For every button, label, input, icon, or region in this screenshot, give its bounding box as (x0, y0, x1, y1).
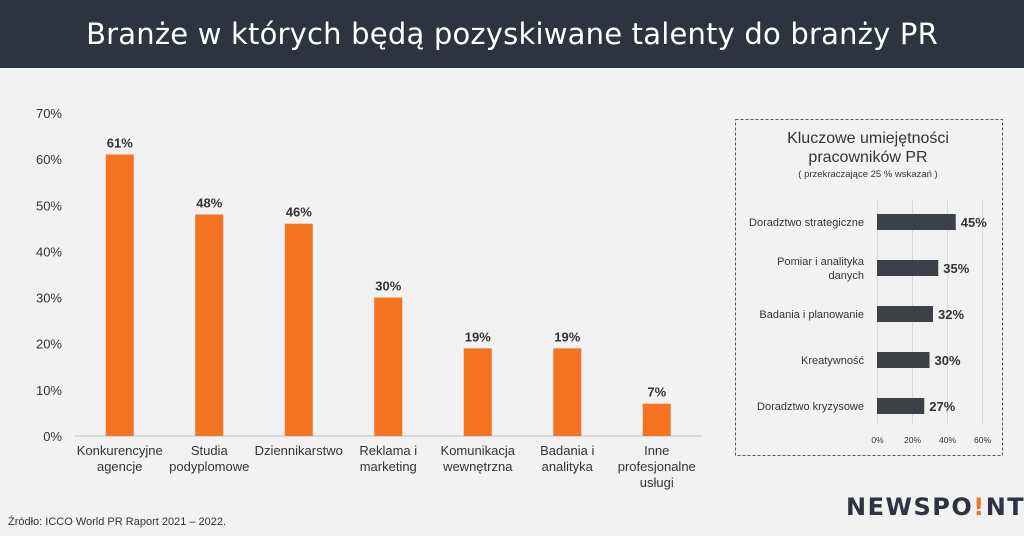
source-note: Źródło: ICCO World PR Raport 2021 – 2022… (8, 516, 227, 528)
inset-bar (877, 306, 933, 322)
inset-bar-value-label: 30% (935, 353, 961, 368)
newspoint-logo: NEWSPO!NT (846, 493, 1024, 521)
inset-bar (877, 214, 956, 230)
inset-category-label: Doradztwo kryzysowe (757, 401, 864, 413)
inset-title: pracowników PR (808, 149, 927, 166)
bar (105, 154, 134, 436)
x-category-label: usługi (640, 475, 674, 490)
x-category-label: Komunikacja (441, 443, 516, 458)
inset-frame (735, 119, 1003, 456)
inset-subtitle: ( przekraczające 25 % wskazań ) (798, 169, 937, 180)
logo-text-left: NEWSPO (846, 493, 974, 521)
bar-value-label: 19% (554, 329, 580, 344)
inset-x-tick-label: 0% (871, 435, 884, 445)
x-category-label: Badania i (540, 443, 594, 458)
y-tick-label: 30% (36, 291, 62, 306)
x-category-label: Konkurencyjne (77, 443, 163, 458)
inset-bar-value-label: 27% (929, 399, 955, 414)
inset-bar (877, 260, 939, 276)
x-category-label: podyplomowe (169, 459, 249, 474)
bar (463, 348, 492, 436)
x-category-label: Reklama i (359, 443, 417, 458)
y-tick-label: 20% (36, 337, 62, 352)
inset-bar-value-label: 45% (961, 215, 987, 230)
bar (284, 223, 313, 436)
inset-category-label: Kreatywność (801, 355, 864, 367)
y-tick-label: 10% (36, 383, 62, 398)
inset-category-label: Pomiar i analityka (777, 256, 865, 268)
inset-x-tick-label: 40% (939, 435, 956, 445)
page-title: Branże w których będą pozyskiwane talent… (86, 17, 938, 51)
y-tick-label: 0% (43, 429, 62, 444)
x-category-label: wewnętrzna (442, 459, 513, 474)
x-category-label: Inne (644, 443, 669, 458)
bar-value-label: 61% (107, 136, 133, 151)
y-tick-label: 50% (36, 198, 62, 213)
inset-bar-value-label: 32% (938, 307, 964, 322)
x-category-label: Dziennikarstwo (255, 443, 343, 458)
bar-value-label: 46% (286, 205, 312, 220)
inset-title: Kluczowe umiejętności (787, 130, 949, 147)
inset-x-tick-label: 60% (974, 435, 991, 445)
bar (374, 297, 403, 436)
logo-dot: ! (973, 493, 986, 521)
logo-text-right: NT (985, 493, 1024, 521)
x-category-label: Studia (191, 443, 229, 458)
bar-value-label: 19% (465, 329, 491, 344)
bar-value-label: 30% (375, 279, 401, 294)
header-bar: Branże w których będą pozyskiwane talent… (0, 0, 1024, 68)
inset-bar (877, 352, 930, 368)
inset-bar (877, 398, 925, 414)
bar (195, 214, 224, 436)
inset-category-label: Doradztwo strategiczne (749, 217, 864, 229)
inset-x-tick-label: 20% (904, 435, 921, 445)
y-tick-label: 40% (36, 244, 62, 259)
x-category-label: analityka (542, 459, 594, 474)
bar (642, 403, 671, 436)
bar-value-label: 48% (196, 196, 222, 211)
bar-value-label: 7% (647, 385, 666, 400)
inset-bar-value-label: 35% (943, 261, 969, 276)
y-tick-label: 70% (36, 106, 62, 121)
inset-category-label: Badania i planowanie (759, 309, 864, 321)
x-category-label: agencje (97, 459, 143, 474)
inset-category-label: danych (829, 270, 864, 282)
y-tick-label: 60% (36, 152, 62, 167)
bar (553, 348, 582, 436)
x-category-label: marketing (360, 459, 417, 474)
x-category-label: profesjonalne (618, 459, 696, 474)
